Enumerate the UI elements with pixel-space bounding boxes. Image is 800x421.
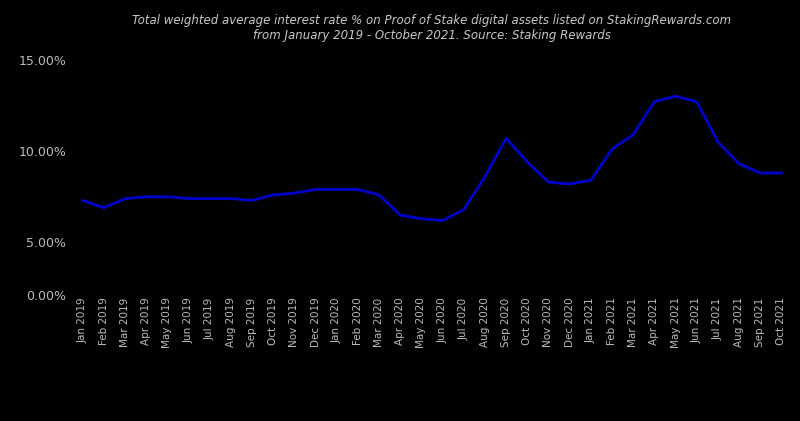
- Title: Total weighted average interest rate % on Proof of Stake digital assets listed o: Total weighted average interest rate % o…: [133, 14, 731, 43]
